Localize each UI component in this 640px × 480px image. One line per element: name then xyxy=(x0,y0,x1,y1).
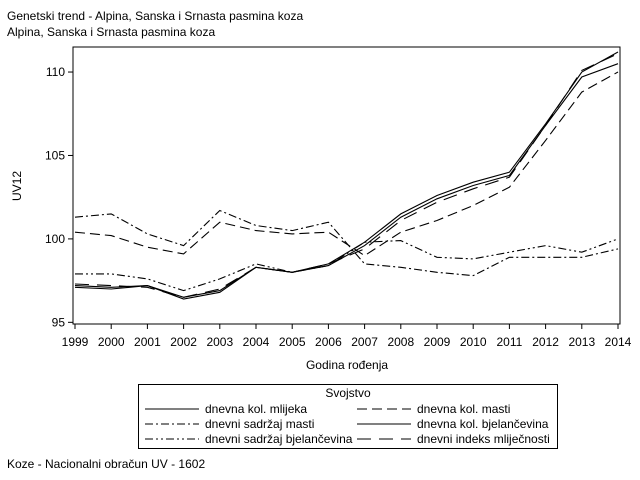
x-tick-label: 2003 xyxy=(206,335,233,349)
line-chart: 95 100 105 110 1999 2000 2001 2002 2003 2004 2005… xyxy=(10,46,632,372)
legend-label: dnevni indeks mliječnosti xyxy=(417,432,550,446)
chart-subtitle: Alpina, Sanska i Srnasta pasmina koza xyxy=(7,25,216,39)
series-line-6 xyxy=(74,53,619,298)
x-tick-label: 2007 xyxy=(351,335,378,349)
legend-label: dnevna kol. masti xyxy=(417,402,511,416)
y-axis-label: UV12 xyxy=(10,171,24,201)
series-line-5 xyxy=(75,238,619,292)
x-tick-label: 2014 xyxy=(605,335,632,349)
x-tick-label: 2013 xyxy=(568,335,595,349)
legend-label: dnevni sadržaj bjelančevina xyxy=(205,432,353,446)
x-tick-label: 2012 xyxy=(532,335,559,349)
legend-label: dnevni sadržaj masti xyxy=(205,417,315,431)
y-tick-label: 110 xyxy=(46,65,65,79)
series-line-3 xyxy=(74,209,619,277)
legend-label: dnevna kol. mlijeka xyxy=(205,402,308,416)
x-tick-label: 2008 xyxy=(387,335,414,349)
x-tick-label: 2009 xyxy=(424,335,451,349)
x-tick-label: 2010 xyxy=(460,335,487,349)
legend-label: dnevna kol. bjelančevina xyxy=(417,417,549,431)
y-tick-label: 95 xyxy=(52,315,66,329)
series-line-4 xyxy=(74,51,619,300)
x-tick-label: 2001 xyxy=(134,335,161,349)
x-tick-label: 2006 xyxy=(315,335,342,349)
x-tick-label: 2011 xyxy=(496,335,522,349)
footnote: Koze - Nacionalni obračun UV - 1602 xyxy=(7,457,206,471)
legend-swatch xyxy=(357,408,411,410)
series-layer xyxy=(74,51,619,300)
x-tick-label: 2000 xyxy=(98,335,125,349)
y-axis: 95 100 105 110 xyxy=(45,65,73,329)
y-tick-label: 105 xyxy=(45,148,65,162)
y-tick-label: 100 xyxy=(45,232,65,246)
legend-swatch xyxy=(357,438,411,440)
x-axis-label: Godina rođenja xyxy=(306,358,388,372)
legend: Svojstvo dnevna kol. mlijeka dnevna kol. … xyxy=(138,384,558,449)
series-line-1 xyxy=(74,63,619,298)
series-line-2 xyxy=(74,71,619,257)
legend-swatch xyxy=(357,423,411,425)
chart-title: Genetski trend - Alpina, Sanska i Srnast… xyxy=(7,9,304,23)
x-tick-label: 2004 xyxy=(243,335,270,349)
x-tick-label: 2002 xyxy=(170,335,197,349)
legend-title: Svojstvo xyxy=(325,386,371,400)
x-axis: 1999 2000 2001 2002 2003 2004 2005 2006 2007 2008… xyxy=(62,324,632,349)
legend-swatch xyxy=(145,423,199,425)
x-tick-label: 2005 xyxy=(279,335,306,349)
x-tick-label: 1999 xyxy=(62,335,89,349)
legend-swatch xyxy=(145,438,199,440)
legend-swatch xyxy=(145,408,199,410)
plot-area xyxy=(72,46,621,325)
